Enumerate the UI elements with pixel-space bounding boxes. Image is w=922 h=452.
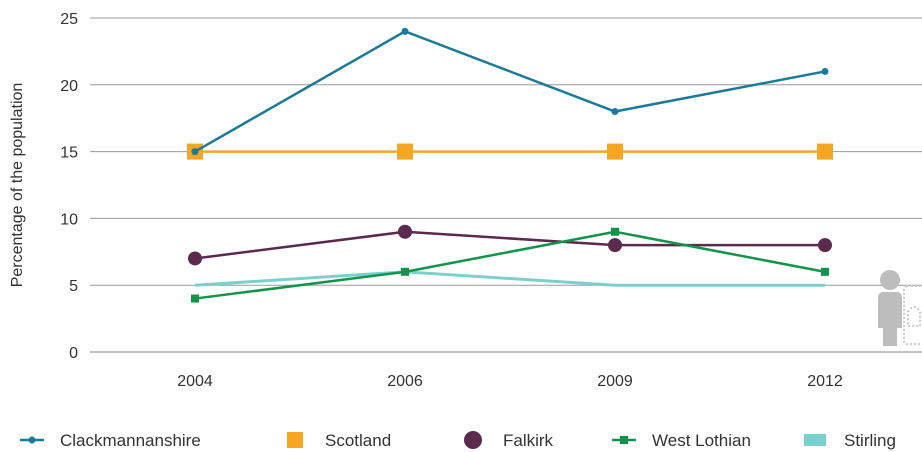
series-west-lothian: [191, 227, 829, 303]
person-icon: [878, 270, 922, 346]
grid-lines: [90, 17, 922, 353]
legend-label: Falkirk: [503, 431, 554, 450]
clackmannanshire-point: [401, 27, 409, 35]
legend-item-scotland: Scotland: [287, 431, 391, 450]
stirling-line: [194, 270, 825, 287]
y-tick-labels: 0 5 10 15 20 25: [60, 11, 78, 362]
clackmannanshire-line: [194, 29, 826, 153]
west-lothian-point: [191, 294, 199, 303]
y-axis-title: Percentage of the population: [9, 83, 26, 288]
scotland-legend-swatch: [287, 432, 303, 448]
clackmannanshire-point: [191, 148, 199, 156]
legend-label: Stirling: [844, 431, 896, 450]
y-tick-label: 25: [60, 11, 78, 28]
x-tick-label: 2006: [387, 373, 423, 390]
clackmannanshire-point: [611, 108, 619, 116]
scotland-point: [607, 143, 623, 160]
falkirk-point: [398, 224, 412, 239]
series-lines: [187, 27, 833, 303]
x-tick-labels: 2004 2006 2009 2012: [177, 373, 843, 390]
falkirk-line: [194, 230, 825, 260]
legend-label: Clackmannanshire: [60, 431, 201, 450]
series-clackmannanshire: [191, 27, 829, 156]
clackmannanshire-legend-marker: [28, 436, 36, 444]
falkirk-point: [608, 238, 622, 253]
clackmannanshire-point: [821, 67, 829, 75]
x-tick-label: 2012: [807, 373, 843, 390]
stirling-legend-swatch: [804, 434, 826, 446]
falkirk-point: [188, 251, 202, 266]
y-tick-label: 20: [60, 78, 78, 95]
y-tick-label: 15: [60, 145, 78, 162]
series-scotland: [187, 143, 833, 160]
series-stirling: [194, 270, 825, 287]
y-tick-label: 5: [69, 278, 78, 295]
series-falkirk: [188, 224, 832, 266]
west-lothian-point: [401, 267, 409, 276]
y-tick-label: 10: [60, 211, 78, 228]
west-lothian-point: [821, 267, 829, 276]
legend-item-stirling: Stirling: [804, 431, 896, 450]
x-tick-label: 2009: [597, 373, 633, 390]
legend-item-clackmannanshire: Clackmannanshire: [20, 431, 201, 450]
legend-item-west-lothian: West Lothian: [612, 431, 751, 450]
legend-item-falkirk: Falkirk: [464, 431, 554, 450]
west-lothian-legend-marker: [620, 436, 628, 444]
x-tick-label: 2004: [177, 373, 213, 390]
y-tick-label: 0: [69, 345, 78, 362]
scotland-point: [817, 143, 833, 160]
falkirk-point: [818, 238, 832, 253]
west-lothian-line: [194, 230, 826, 300]
legend: Clackmannanshire Scotland Falkirk West Loth…: [20, 431, 896, 450]
west-lothian-point: [611, 227, 619, 236]
falkirk-legend-swatch: [464, 431, 482, 449]
legend-label: Scotland: [325, 431, 391, 450]
scotland-point: [397, 143, 413, 160]
legend-label: West Lothian: [652, 431, 751, 450]
